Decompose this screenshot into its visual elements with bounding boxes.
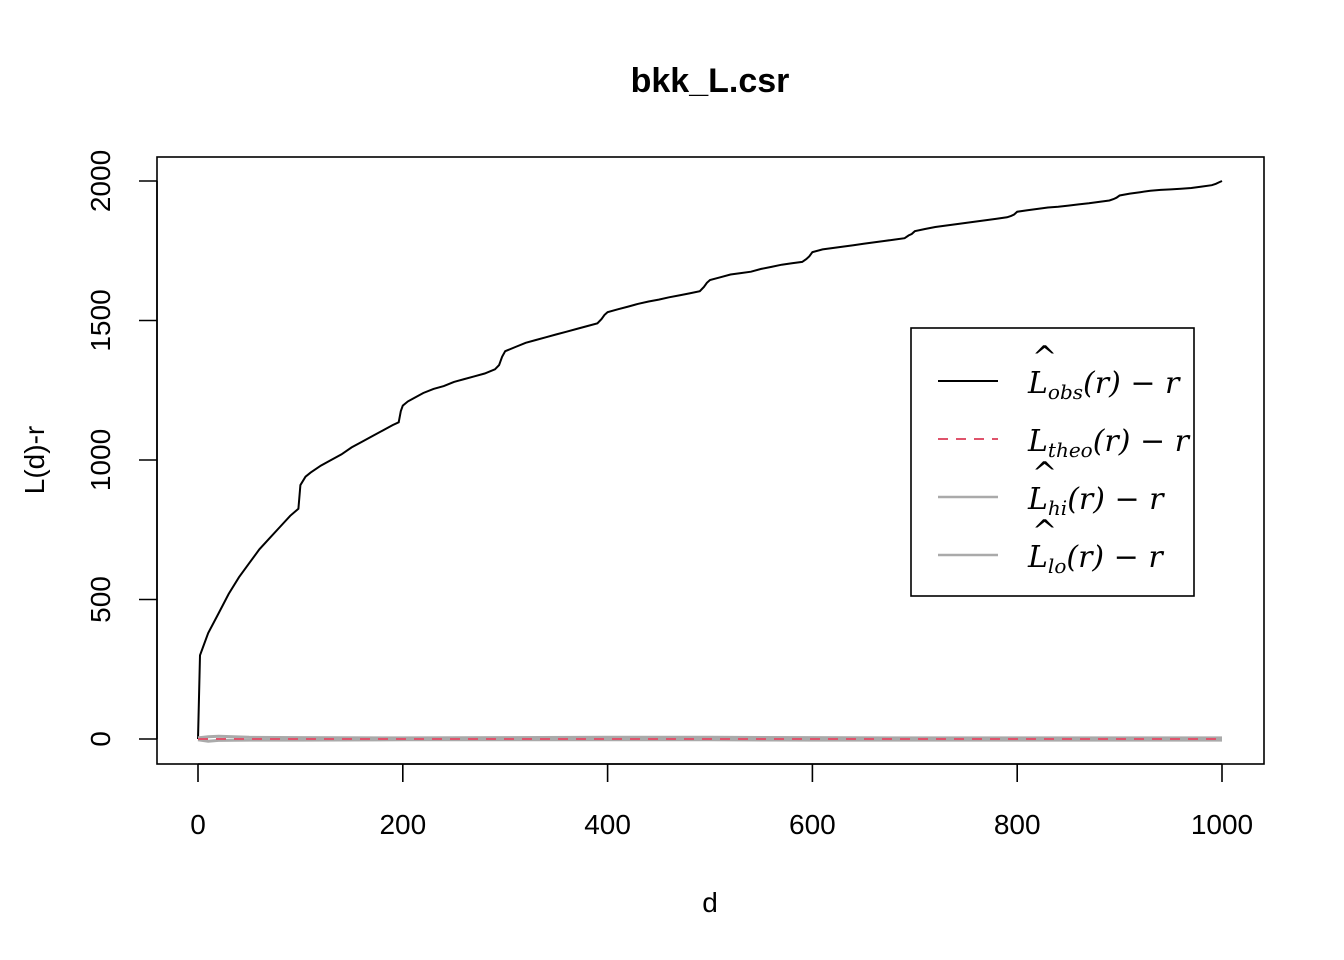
- x-tick-label: 800: [994, 809, 1041, 840]
- legend-hat-lo: ^: [1032, 514, 1057, 549]
- series-layer: [197, 180, 1223, 743]
- x-tick-label: 0: [190, 809, 206, 840]
- legend-label-theo: Ltheo(r) − r: [1027, 424, 1191, 462]
- series-line-2: [197, 738, 1222, 743]
- y-tick-label: 0: [85, 731, 116, 747]
- legend-hat-obs: ^: [1032, 340, 1057, 375]
- axis-ticks: 0 200 400 600 800 1000 0 500 1000 1500 2000: [85, 150, 1253, 840]
- legend-label-lo: Llo(r) − r: [1027, 540, 1164, 578]
- y-tick-label: 500: [85, 576, 116, 623]
- legend-hat-hi: ^: [1032, 456, 1057, 491]
- y-axis-label: L(d)-r: [19, 426, 50, 494]
- series-line-0: [197, 180, 1223, 740]
- y-tick-label: 1000: [85, 429, 116, 491]
- x-tick-label: 400: [584, 809, 631, 840]
- series-line-1: [197, 734, 1222, 740]
- legend-box: [910, 327, 1195, 597]
- legend-label-hi: Lhi(r) − r: [1027, 482, 1165, 520]
- x-axis-label: d: [702, 887, 718, 918]
- x-tick-label: 1000: [1191, 809, 1253, 840]
- y-tick-label: 2000: [85, 150, 116, 212]
- x-tick-label: 600: [789, 809, 836, 840]
- chart-title: bkk_L.csr: [631, 62, 790, 100]
- x-tick-label: 200: [379, 809, 426, 840]
- legend-label-obs: Lobs(r) − r: [1027, 366, 1181, 404]
- y-tick-label: 1500: [85, 289, 116, 351]
